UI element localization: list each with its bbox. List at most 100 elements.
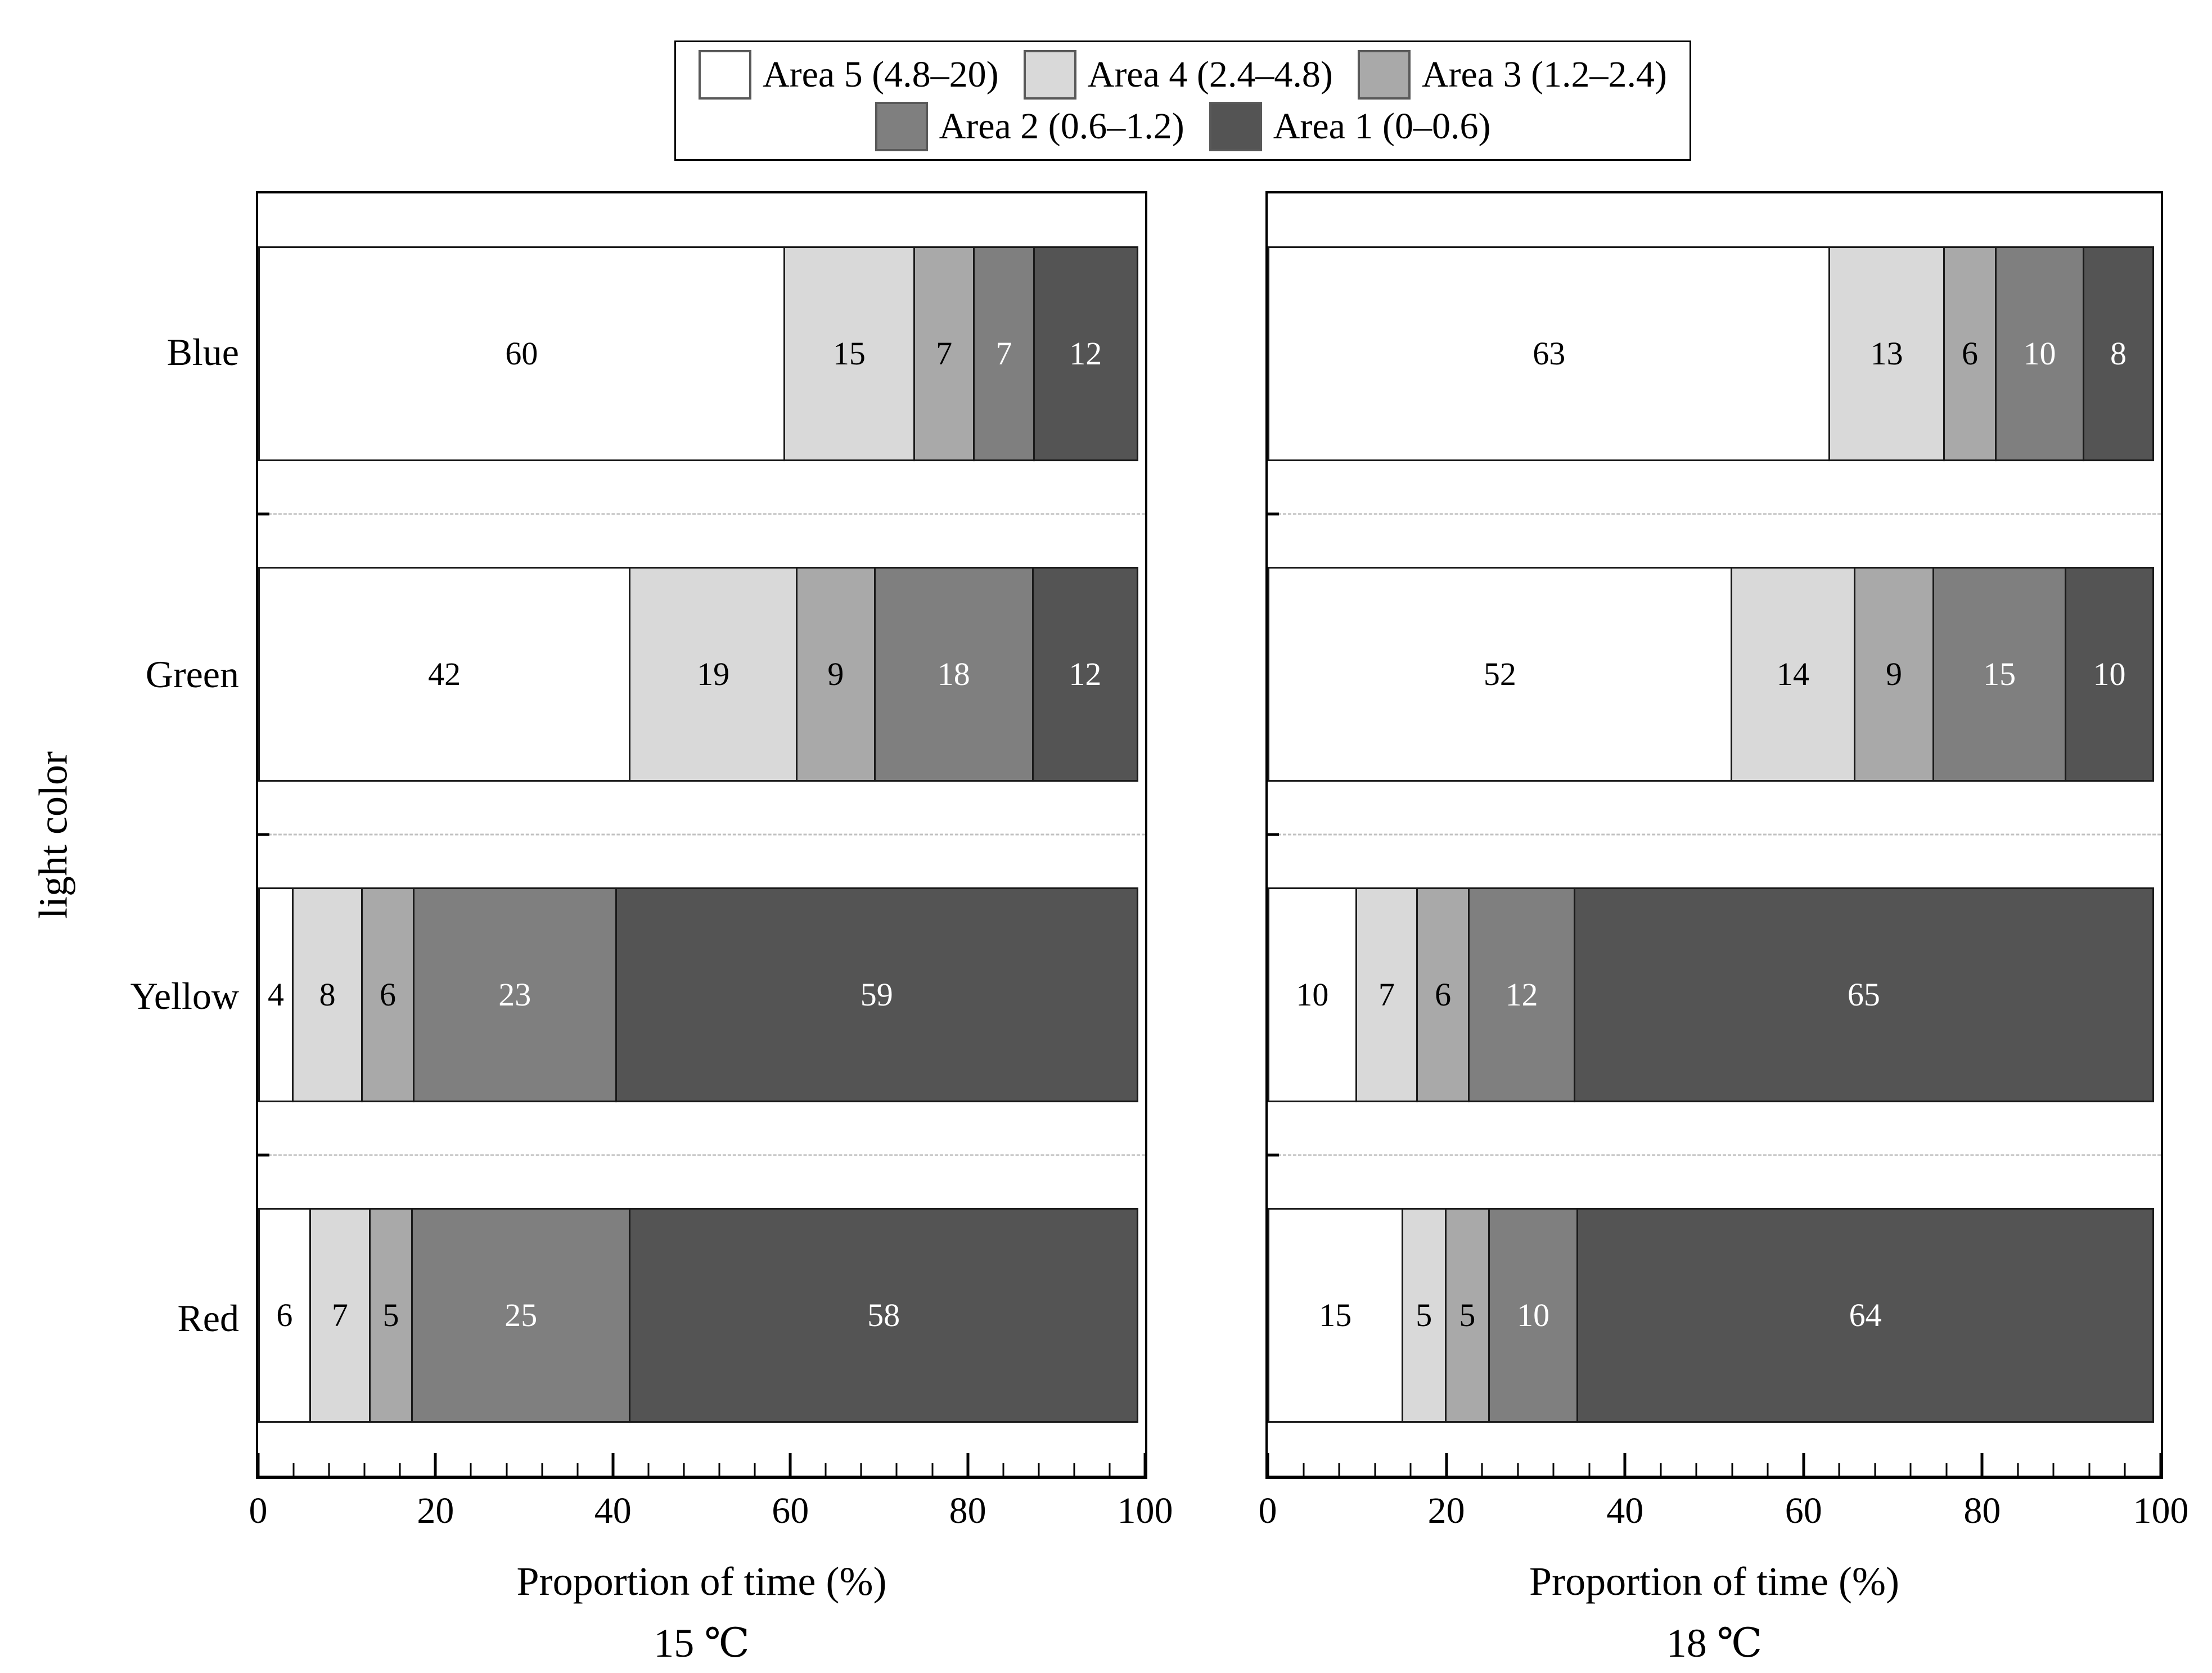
bar-yellow: 10 7 6 12 65 (1268, 887, 2161, 1102)
x-tick-label: 0 (1258, 1490, 1277, 1531)
bar-segment-area1: 64 (1576, 1208, 2154, 1423)
legend-label: Area 3 (1.2–2.4) (1421, 54, 1668, 95)
x-major-tick (611, 1453, 615, 1476)
bar-segment-area1: 8 (2082, 246, 2154, 461)
bar-segment-area3: 7 (913, 246, 975, 461)
bar-segment-area5: 52 (1268, 567, 1732, 782)
segment-value-label: 42 (428, 655, 461, 692)
segment-value-label: 64 (1849, 1296, 1882, 1333)
bar-segment-area3: 6 (1416, 887, 1470, 1102)
segment-value-label: 9 (1886, 655, 1903, 692)
bar-blue: 60 15 7 7 12 (258, 246, 1145, 461)
x-tick-label: 0 (249, 1490, 268, 1531)
panel-15c: 60 15 7 7 12 42 19 9 18 12 4 8 6 23 59 6 7 5 25 58 0 20 40 60 80… (249, 191, 1173, 1663)
x-minor-tick (2017, 1463, 2019, 1476)
category-separator-line (258, 1154, 1145, 1156)
y-boundary-tick (258, 833, 269, 836)
x-tick-label: 20 (417, 1490, 454, 1531)
x-major-tick (1802, 1453, 1805, 1476)
x-minor-tick (541, 1463, 543, 1476)
category-band-green: 52 14 9 15 10 (1268, 514, 2161, 835)
x-major-tick (1266, 1453, 1269, 1476)
legend-swatch-area1-icon (1209, 102, 1262, 151)
segment-value-label: 7 (331, 1296, 348, 1333)
x-minor-tick (1909, 1463, 1912, 1476)
x-minor-tick (1073, 1463, 1075, 1476)
category-band-green: 42 19 9 18 12 (258, 514, 1145, 835)
bar-red: 6 7 5 25 58 (258, 1208, 1145, 1423)
legend-entry-area4: Area 4 (2.4–4.8) (1023, 50, 1333, 100)
x-minor-tick (1374, 1463, 1376, 1476)
x-minor-tick (1731, 1463, 1733, 1476)
segment-value-label: 59 (860, 976, 893, 1013)
x-minor-tick (1838, 1463, 1840, 1476)
panel-18c: 63 13 6 10 8 52 14 9 15 10 10 7 6 12 65 15 5 5 10 64 0 20 40 60… (1259, 191, 2189, 1663)
x-minor-tick (1695, 1463, 1697, 1476)
x-minor-tick (1481, 1463, 1483, 1476)
category-label-green: Green (145, 652, 239, 696)
bar-segment-area1: 58 (629, 1208, 1138, 1423)
x-tick-label: 60 (772, 1490, 809, 1531)
x-major-tick (2159, 1453, 2163, 1476)
bar-segment-area4: 13 (1828, 246, 1945, 461)
segment-value-label: 10 (1517, 1296, 1550, 1333)
segment-value-label: 7 (936, 335, 953, 372)
bar-segment-area2: 15 (1932, 567, 2067, 782)
x-minor-tick (470, 1463, 472, 1476)
x-major-tick (1623, 1453, 1627, 1476)
bar-segment-area2: 7 (973, 246, 1035, 461)
bar-segment-area3: 6 (361, 887, 415, 1102)
x-minor-tick (2052, 1463, 2055, 1476)
x-minor-tick (2124, 1463, 2126, 1476)
bar-segment-area5: 15 (1268, 1208, 1403, 1423)
segment-value-label: 6 (276, 1296, 293, 1333)
bar-segment-area5: 4 (258, 887, 294, 1102)
segment-value-label: 12 (1069, 335, 1102, 372)
legend-swatch-area2-icon (875, 102, 928, 151)
category-band-yellow: 4 8 6 23 59 (258, 835, 1145, 1155)
segment-value-label: 12 (1505, 976, 1538, 1013)
y-boundary-tick (1268, 512, 1279, 516)
x-major-tick (1445, 1453, 1448, 1476)
x-minor-tick (1109, 1463, 1111, 1476)
segment-value-label: 15 (832, 335, 866, 372)
x-minor-tick (825, 1463, 827, 1476)
x-minor-tick (1338, 1463, 1340, 1476)
segment-value-label: 6 (1962, 335, 1978, 372)
bar-segment-area2: 23 (412, 887, 617, 1102)
x-minor-tick (718, 1463, 720, 1476)
x-major-tick (434, 1453, 437, 1476)
bar-segment-area1: 12 (1033, 246, 1138, 461)
y-boundary-tick (258, 512, 269, 516)
x-minor-tick (931, 1463, 934, 1476)
x-major-tick (1980, 1453, 1984, 1476)
x-major-tick (966, 1453, 970, 1476)
segment-value-label: 23 (498, 976, 531, 1013)
bar-segment-area4: 7 (309, 1208, 371, 1423)
category-separator-line (258, 833, 1145, 836)
x-minor-tick (1874, 1463, 1876, 1476)
panel-caption: 15 ℃ (654, 1621, 750, 1666)
segment-value-label: 9 (827, 655, 844, 692)
bar-red: 15 5 5 10 64 (1268, 1208, 2161, 1423)
category-band-blue: 60 15 7 7 12 (258, 193, 1145, 514)
segment-value-label: 8 (319, 976, 336, 1013)
x-major-tick (789, 1453, 792, 1476)
bar-segment-area4: 15 (783, 246, 916, 461)
x-axis-title: Proportion of time (%) (1529, 1559, 1899, 1604)
category-label-red: Red (177, 1296, 239, 1340)
bar-segment-area2: 25 (411, 1208, 631, 1423)
x-tick-label: 80 (1963, 1490, 2001, 1531)
x-minor-tick (1409, 1463, 1412, 1476)
bar-segment-area5: 63 (1268, 246, 1831, 461)
category-band-blue: 63 13 6 10 8 (1268, 193, 2161, 514)
x-minor-tick (1303, 1463, 1305, 1476)
legend: Area 5 (4.8–20) Area 4 (2.4–4.8) Area 3 (1… (674, 40, 1692, 161)
segment-value-label: 10 (1296, 976, 1329, 1013)
bar-segment-area2: 10 (1995, 246, 2084, 461)
x-tick-label: 80 (949, 1490, 986, 1531)
category-band-red: 15 5 5 10 64 (1268, 1155, 2161, 1476)
segment-value-label: 52 (1483, 655, 1516, 692)
bar-segment-area4: 5 (1401, 1208, 1447, 1423)
bar-segment-area3: 9 (795, 567, 876, 782)
